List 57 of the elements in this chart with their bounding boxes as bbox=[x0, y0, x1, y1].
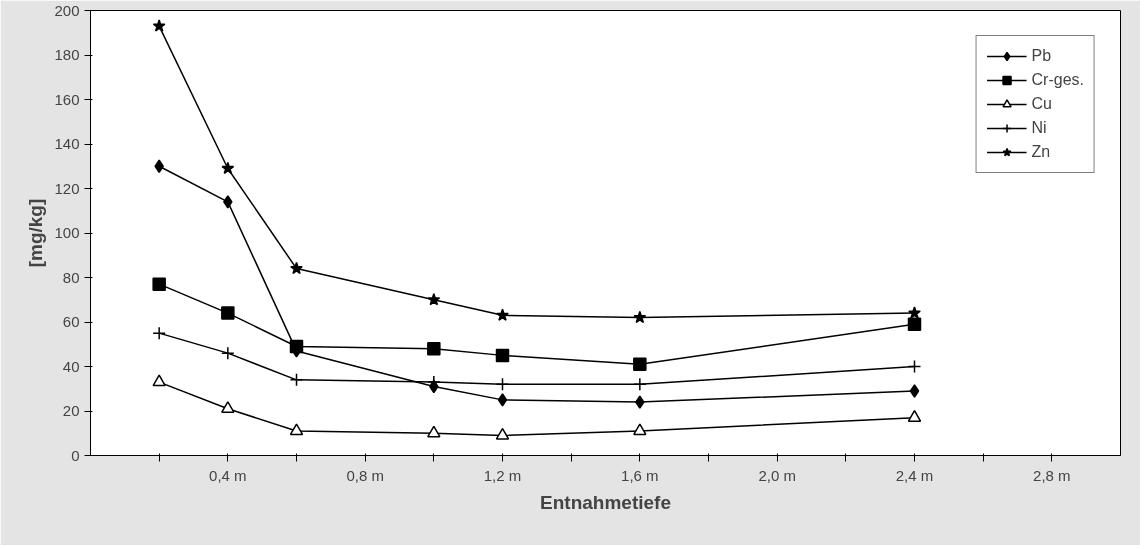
y-tick-label: 120 bbox=[54, 179, 80, 197]
point bbox=[221, 161, 235, 175]
y-tick-label: 140 bbox=[54, 135, 80, 152]
legend-label: Ni bbox=[1031, 119, 1048, 137]
point bbox=[495, 427, 510, 440]
x-tick-label: 1,2 m bbox=[483, 466, 522, 484]
x-tick-label: 2,8 m bbox=[1033, 466, 1071, 484]
y-tick-label: 160 bbox=[54, 90, 80, 108]
y-axis-title: [mg/kg] bbox=[25, 198, 47, 268]
point bbox=[152, 374, 166, 387]
point bbox=[290, 261, 303, 275]
point bbox=[633, 377, 647, 392]
point bbox=[908, 306, 921, 319]
point bbox=[427, 341, 441, 356]
point bbox=[909, 384, 920, 398]
point bbox=[907, 410, 922, 422]
point bbox=[289, 373, 304, 387]
y-tick-label: 200 bbox=[54, 1, 80, 19]
legend-label: Cr-ges. bbox=[1031, 71, 1084, 89]
point bbox=[497, 393, 508, 407]
point bbox=[289, 423, 304, 436]
y-tick-label: 80 bbox=[62, 268, 80, 286]
point bbox=[907, 317, 922, 331]
y-tick-label: 20 bbox=[62, 402, 80, 419]
point bbox=[496, 308, 509, 321]
y-tick-label: 40 bbox=[62, 357, 80, 375]
point bbox=[223, 195, 233, 209]
point bbox=[427, 293, 441, 306]
x-tick-label: 2,4 m bbox=[895, 466, 934, 484]
point bbox=[633, 310, 647, 324]
y-tick-label: 180 bbox=[54, 46, 80, 63]
x-tick-label: 0,8 m bbox=[346, 466, 384, 484]
y-tick-label: 60 bbox=[62, 313, 80, 330]
point bbox=[152, 277, 166, 291]
legend-label: Pb bbox=[1031, 47, 1052, 65]
legend-label: Cu bbox=[1031, 95, 1052, 113]
y-tick-label: 0 bbox=[71, 446, 80, 464]
point bbox=[221, 401, 235, 413]
point bbox=[289, 339, 304, 354]
point bbox=[152, 19, 166, 32]
point bbox=[907, 359, 922, 374]
point bbox=[633, 357, 647, 372]
x-tick-label: 0,4 m bbox=[209, 466, 247, 484]
x-tick-label: 2,0 m bbox=[758, 466, 796, 484]
point bbox=[221, 346, 235, 360]
point bbox=[221, 306, 235, 320]
point bbox=[495, 348, 510, 363]
point bbox=[152, 326, 166, 340]
point bbox=[633, 423, 647, 436]
legend-label: Zn bbox=[1031, 143, 1052, 161]
x-axis-title: Entnahmetiefe bbox=[540, 491, 671, 513]
point bbox=[427, 425, 441, 438]
point bbox=[154, 159, 164, 173]
y-tick-label: 100 bbox=[54, 224, 80, 241]
x-tick-label: 1,6 m bbox=[621, 466, 659, 484]
point bbox=[635, 395, 645, 409]
point bbox=[495, 377, 510, 392]
